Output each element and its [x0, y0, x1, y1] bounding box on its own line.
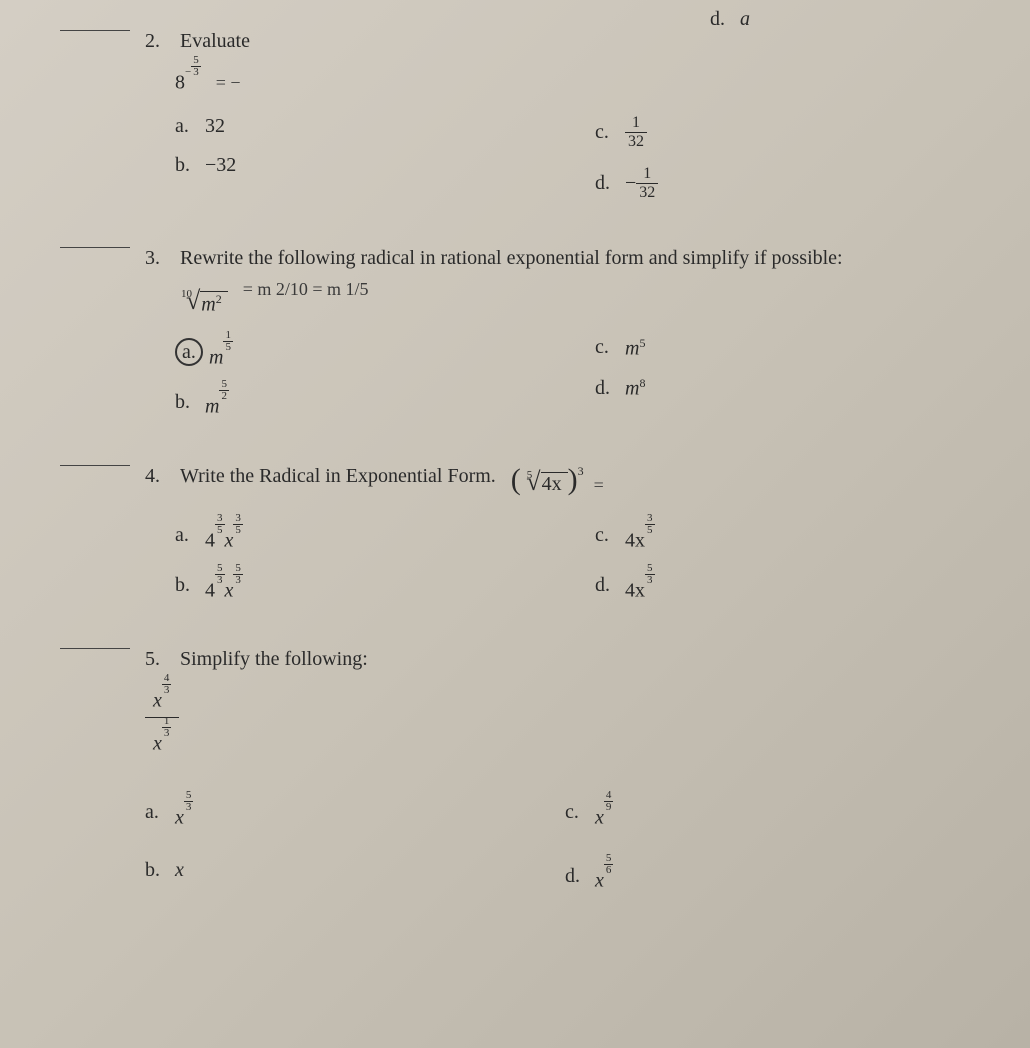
exp-frac: 15 [223, 330, 233, 353]
choice-b[interactable]: b. m52 [175, 385, 595, 419]
answer-blank[interactable] [60, 465, 130, 466]
exponent-fraction: 53 [191, 55, 201, 78]
outer-exp: 3 [578, 464, 584, 479]
radical: 5 √ 4x [521, 467, 568, 497]
choice-b[interactable]: b. x [145, 859, 565, 882]
choice-value: x [175, 859, 184, 882]
choices: a. 32 b. −32 c. 1 32 d. − 1 32 [175, 115, 970, 217]
answer-blank[interactable] [60, 30, 130, 31]
question-number: 3. [145, 247, 175, 270]
handwritten-eq: = − [216, 73, 241, 93]
choice-label: d. [595, 377, 625, 400]
choice-value: 4x35 [625, 519, 655, 553]
choice-label: b. [175, 391, 205, 414]
question-number: 4. [145, 465, 175, 488]
choice-value: 1 32 [636, 166, 658, 201]
question-prompt: Rewrite the following radical in rationa… [180, 247, 843, 270]
question-prompt: Simplify the following: [180, 648, 368, 671]
choice-value: m15 [209, 336, 233, 370]
choice-label: a. [145, 801, 175, 824]
choice-label: b. [175, 154, 205, 177]
choice-b[interactable]: b. 453x53 [175, 569, 595, 603]
choice-c[interactable]: c. x49 [565, 796, 765, 830]
question-2: 2. Evaluate 8−53 = − a. 32 b. −32 c. 1 3… [145, 30, 970, 217]
choice-b[interactable]: b. −32 [175, 154, 595, 177]
choice-label: c. [565, 801, 595, 824]
choice-value: 4x53 [625, 569, 655, 603]
choices: a. m15 b. m52 c. m5 d. [175, 336, 970, 435]
choice-value: m5 [625, 336, 645, 361]
expression: x43 x13 [145, 679, 970, 755]
question-prompt: Evaluate [180, 30, 250, 53]
radical-arg: m2 [200, 291, 227, 319]
choice-d[interactable]: d. m8 [595, 376, 795, 401]
expression: 10 √ m2 = m 2/10 = m 1/5 [175, 278, 970, 316]
choice-value: 453x53 [205, 569, 243, 603]
choice-value: −32 [205, 154, 236, 177]
question-number: 5. [145, 648, 175, 671]
answer-blank[interactable] [60, 247, 130, 248]
expression: 8−53 = − [175, 61, 970, 95]
choice-c[interactable]: c. m5 [595, 336, 795, 361]
expression: ( 5 √ 4x ) 3 [511, 465, 584, 499]
choice-value: 435x35 [205, 519, 243, 553]
paren-open: ( [511, 463, 521, 497]
choice-value: m8 [625, 376, 645, 401]
radical: 10 √ m2 [175, 286, 228, 316]
neg-prefix: − [625, 172, 636, 195]
exp-frac: 52 [219, 379, 229, 402]
circled-icon: a. [175, 338, 203, 366]
choice-label: b. [145, 859, 175, 882]
choices: a. 435x35 b. 453x53 c. 4x35 d. [175, 519, 970, 618]
choice-c[interactable]: c. 1 32 [595, 115, 795, 150]
paren-close: ) [568, 463, 578, 497]
choice-value: x56 [595, 859, 613, 893]
choices: a. x53 b. x c. x49 d. x56 [145, 796, 970, 909]
choice-label: a. [175, 524, 205, 547]
handwritten-work: = m 2/10 = m 1/5 [243, 279, 369, 299]
answer-blank[interactable] [60, 648, 130, 649]
choice-a[interactable]: a. 32 [175, 115, 595, 138]
radical-symbol: √ [526, 467, 540, 497]
choice-label: d. [595, 172, 625, 195]
base: 8 [175, 72, 185, 94]
question-number: 2. [145, 30, 175, 53]
choice-a[interactable]: a. m15 [175, 336, 595, 370]
choice-c[interactable]: c. 4x35 [595, 519, 795, 553]
choice-label: b. [175, 574, 205, 597]
question-3: 3. Rewrite the following radical in rati… [145, 247, 970, 435]
radical-arg: 4x [541, 472, 568, 498]
choice-label: d. [565, 865, 595, 888]
handwritten-eq: = [594, 475, 604, 495]
choice-label: d. [595, 574, 625, 597]
choice-value: 1 32 [625, 115, 647, 150]
value: a [740, 8, 750, 30]
label: d. [710, 8, 725, 30]
choice-a[interactable]: a. x53 [145, 796, 565, 830]
choice-d[interactable]: d. x56 [565, 859, 765, 893]
choice-value: x49 [595, 796, 613, 830]
choice-label: c. [595, 336, 625, 359]
numerator: x43 [145, 679, 179, 718]
question-5: 5. Simplify the following: x43 x13 a. x5… [145, 648, 970, 909]
choice-d[interactable]: d. − 1 32 [595, 166, 795, 201]
prev-question-d: d. a [710, 8, 750, 31]
choice-value: x53 [175, 796, 193, 830]
stacked-fraction: x43 x13 [145, 679, 179, 755]
choice-label: a. [175, 115, 205, 138]
choice-label: c. [595, 121, 625, 144]
denominator: x13 [145, 718, 179, 756]
question-4: 4. Write the Radical in Exponential Form… [145, 465, 970, 618]
choice-d[interactable]: d. 4x53 [595, 569, 795, 603]
radical-symbol: √ [186, 286, 200, 316]
choice-label: c. [595, 524, 625, 547]
question-prompt: Write the Radical in Exponential Form. [180, 465, 496, 488]
choice-value: 32 [205, 115, 225, 138]
choice-a[interactable]: a. 435x35 [175, 519, 595, 553]
choice-value: m52 [205, 385, 229, 419]
